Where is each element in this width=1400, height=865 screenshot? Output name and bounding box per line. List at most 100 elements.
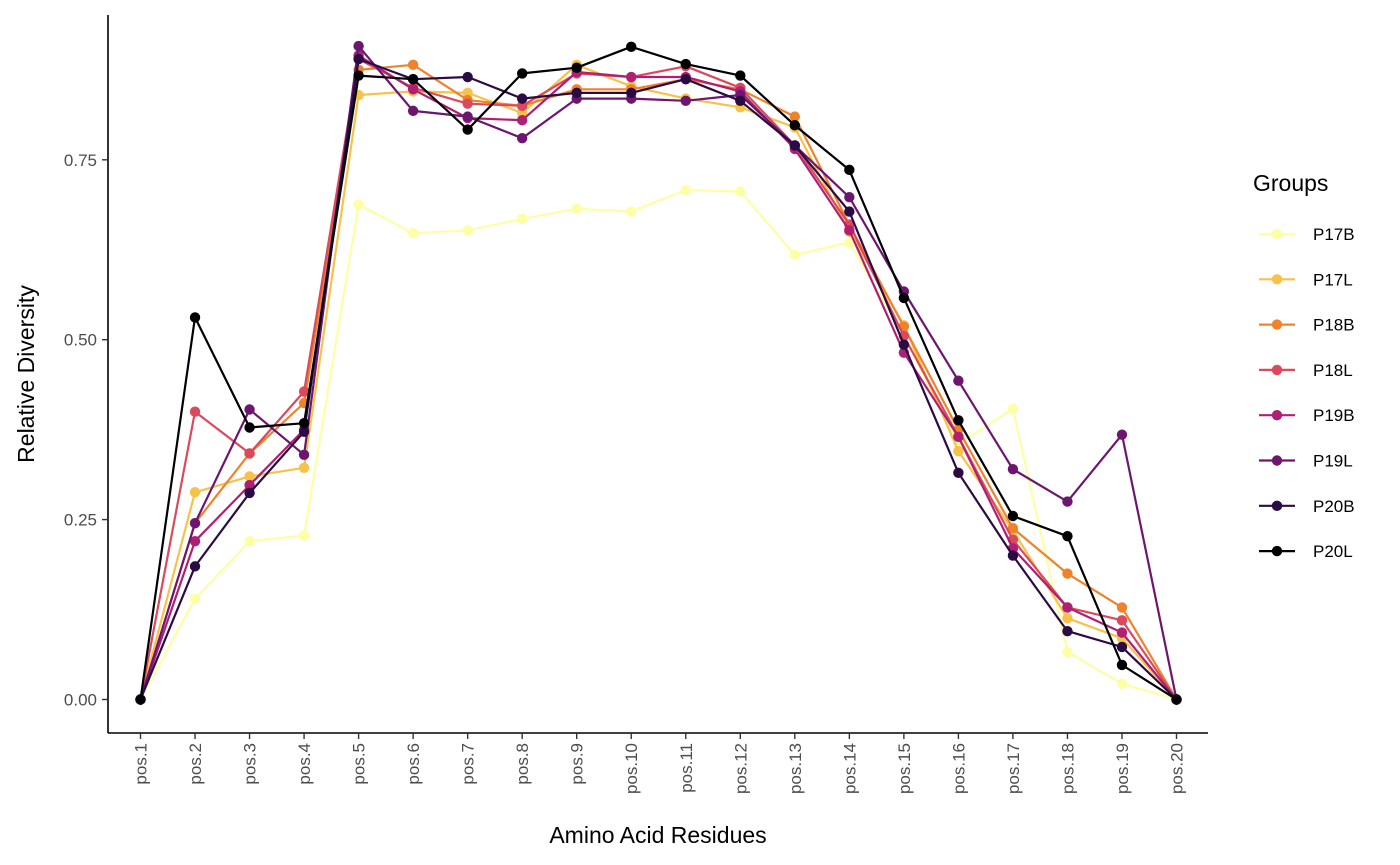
legend-key-point [1271,410,1283,421]
data-point [298,530,310,541]
x-tick-label: pos.15 [895,743,914,794]
data-point [1116,641,1128,653]
y-tick-label: 0.75 [64,151,97,170]
data-point [462,111,473,122]
data-point [244,404,255,415]
data-point [844,206,855,217]
data-point [789,111,801,122]
data-point [789,249,801,260]
data-point [244,479,255,491]
series-line [139,45,1178,701]
data-point [516,115,528,126]
data-point [135,694,146,705]
data-point [844,164,855,176]
series-p17l [135,59,1182,705]
data-point [1007,464,1019,475]
data-point [789,140,801,151]
legend-item-p17l: P17L [1259,270,1353,289]
data-point [407,74,419,85]
data-point [298,386,310,397]
legend-key-point [1271,319,1283,330]
legend-item-p20l: P20L [1259,542,1353,561]
data-point [680,74,691,85]
data-point [407,105,419,117]
data-point [1062,602,1073,613]
data-point [626,206,637,217]
series-line [139,44,1178,700]
x-tick-label: pos.7 [459,743,478,785]
legend: Groups P17B P17L P18B P18L P19B P19L P20B P20L [1253,170,1355,561]
data-point [571,87,582,99]
y-tick-label: 0.25 [64,511,97,530]
data-point [298,426,310,438]
data-point [189,593,201,604]
series-line [139,57,1178,701]
legend-item-p18l: P18L [1259,361,1353,380]
x-tick-label: pos.18 [1058,743,1077,794]
series-p19l [135,40,1182,705]
legend-label: P17B [1313,225,1355,244]
y-axis-title: Relative Diversity [13,285,39,463]
series-p20l [135,41,1182,705]
x-tick-label: pos.5 [350,743,369,785]
data-point [516,68,528,79]
data-point [462,87,473,99]
x-tick-label: pos.1 [132,743,151,785]
data-point [1116,627,1128,638]
data-point [680,95,691,106]
data-point [244,422,255,433]
data-point [1062,646,1073,658]
data-point [462,71,473,83]
legend-key-point [1271,545,1283,557]
legend-item-p17b: P17B [1259,225,1355,244]
data-point [1116,429,1128,440]
legend-item-p19b: P19B [1259,406,1355,425]
series-line [139,188,1177,701]
legend-label: P19L [1313,452,1353,471]
data-point [844,225,855,236]
data-point [516,107,528,119]
series-line [139,54,1178,701]
legend-title: Groups [1253,170,1328,196]
legend-items: P17B P17L P18B P18L P19B P19L P20B P20L [1259,225,1355,561]
series-line [139,57,1178,701]
data-point [353,40,364,52]
x-ticks: pos.1 pos.2 pos.3 pos.4 pos.5 pos.6 pos.7 pos.8… [132,733,1187,794]
data-point [898,339,910,350]
data-point [953,415,964,426]
data-point [571,203,582,214]
data-point [571,62,582,73]
data-point [1062,612,1073,624]
legend-label: P18B [1313,316,1355,335]
data-point [353,70,364,81]
data-point [244,471,255,482]
data-point [735,70,746,81]
x-tick-label: pos.10 [622,743,641,794]
data-point [298,417,310,429]
legend-item-p18b: P18B [1259,316,1355,335]
x-tick-label: pos.20 [1168,743,1187,794]
data-point [844,192,855,203]
data-point [735,95,746,106]
legend-label: P17L [1313,270,1353,289]
data-point [953,467,964,479]
data-point [1007,523,1019,534]
data-point [189,487,201,498]
data-point [735,186,746,197]
series-p19b [135,50,1182,705]
data-point [1062,568,1073,579]
data-point [516,93,528,104]
data-point [1007,510,1019,522]
x-tick-label: pos.3 [241,743,260,785]
data-point [244,487,255,499]
x-tick-label: pos.14 [840,743,859,794]
y-ticks: 0.00 0.25 0.50 0.75 [64,151,108,710]
data-point [1007,550,1019,561]
data-point [898,292,910,304]
x-tick-label: pos.9 [568,743,587,785]
data-point [353,53,364,65]
data-point [407,227,419,239]
legend-key-point [1271,274,1283,285]
x-tick-label: pos.12 [731,743,750,794]
data-point [1062,625,1073,637]
